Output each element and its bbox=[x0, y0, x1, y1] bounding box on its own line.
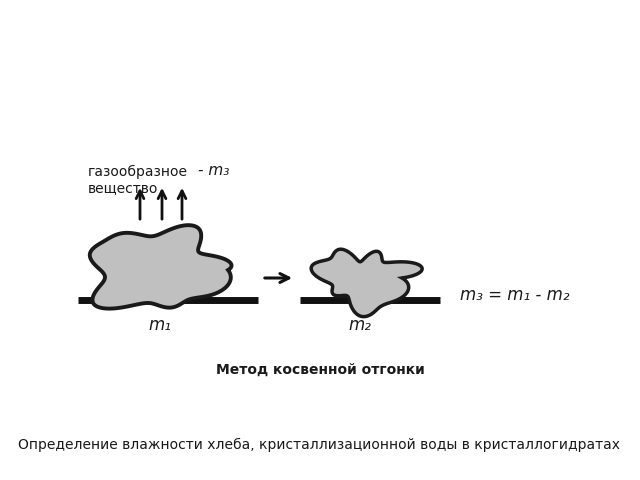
Text: m₃ = m₁ - m₂: m₃ = m₁ - m₂ bbox=[460, 286, 570, 304]
Text: - m₃: - m₃ bbox=[198, 163, 229, 178]
Text: m₁: m₁ bbox=[148, 316, 172, 334]
Text: m₂: m₂ bbox=[349, 316, 371, 334]
Text: Определение влажности хлеба, кристаллизационной воды в кристаллогидратах: Определение влажности хлеба, кристаллиза… bbox=[18, 438, 620, 452]
Text: газообразное
вещество: газообразное вещество bbox=[88, 165, 188, 195]
PathPatch shape bbox=[90, 225, 232, 309]
PathPatch shape bbox=[311, 249, 422, 317]
Text: Метод косвенной отгонки: Метод косвенной отгонки bbox=[216, 363, 424, 377]
